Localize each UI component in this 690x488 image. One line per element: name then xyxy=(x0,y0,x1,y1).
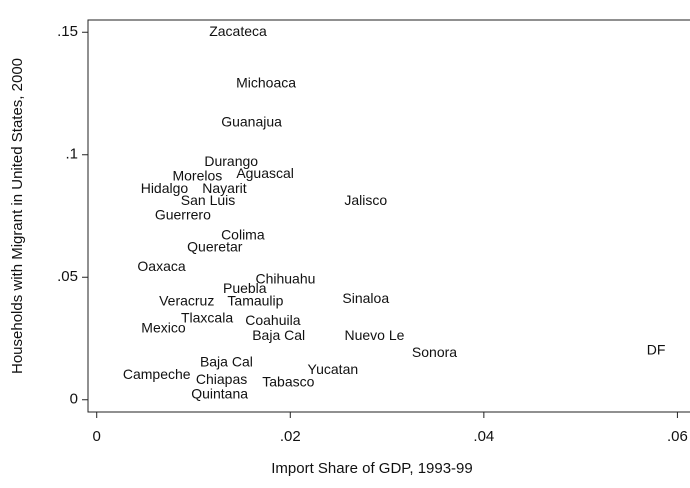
x-tick-label: .06 xyxy=(667,428,688,445)
point-label: Jalisco xyxy=(344,192,387,208)
point-label: Tabasco xyxy=(262,373,314,389)
point-label: Guanajua xyxy=(221,114,282,130)
y-axis-title: Households with Migrant in United States… xyxy=(9,58,26,374)
point-label: Aguascal xyxy=(236,165,294,181)
point-label: Baja Cal xyxy=(200,354,253,370)
x-tick-label: .04 xyxy=(473,428,494,445)
point-label: San Luis xyxy=(181,192,235,208)
y-tick-label: 0 xyxy=(70,391,78,408)
point-label: Queretar xyxy=(187,239,243,255)
point-label: DF xyxy=(647,341,666,357)
point-label: Puebla xyxy=(223,280,267,296)
point-label: Oaxaca xyxy=(137,258,185,274)
point-label: Chihuahu xyxy=(255,270,315,286)
point-label: Coahuila xyxy=(245,312,300,328)
point-label: Zacateca xyxy=(209,23,267,39)
point-label: Quintana xyxy=(191,386,248,402)
y-tick-label: .1 xyxy=(65,146,78,163)
point-label: Hidalgo xyxy=(141,180,189,196)
point-label: Guerrero xyxy=(155,207,211,223)
point-label: Durango xyxy=(204,153,258,169)
point-label: Yucatan xyxy=(308,361,359,377)
point-label: Veracruz xyxy=(159,292,214,308)
point-label: Chiapas xyxy=(196,371,247,387)
point-label: Tlaxcala xyxy=(181,310,233,326)
point-label: Nayarit xyxy=(202,180,246,196)
point-label: Tamaulip xyxy=(227,292,283,308)
plot-frame xyxy=(87,19,690,413)
point-label: Colima xyxy=(221,226,265,242)
point-label: Sonora xyxy=(412,344,457,360)
point-label: Baja Cal xyxy=(252,327,305,343)
point-label: Michoaca xyxy=(236,74,296,90)
point-label: Morelos xyxy=(172,168,222,184)
point-label: Campeche xyxy=(123,366,191,382)
y-tick-label: .05 xyxy=(57,268,78,285)
y-tick-label: .15 xyxy=(57,23,78,40)
point-label: Nuevo Le xyxy=(345,327,405,343)
point-label: Mexico xyxy=(141,319,186,335)
x-axis-title: Import Share of GDP, 1993-99 xyxy=(271,460,473,477)
x-tick-label: .02 xyxy=(280,428,301,445)
x-tick-label: 0 xyxy=(93,428,101,445)
point-label: Sinaloa xyxy=(342,290,389,306)
